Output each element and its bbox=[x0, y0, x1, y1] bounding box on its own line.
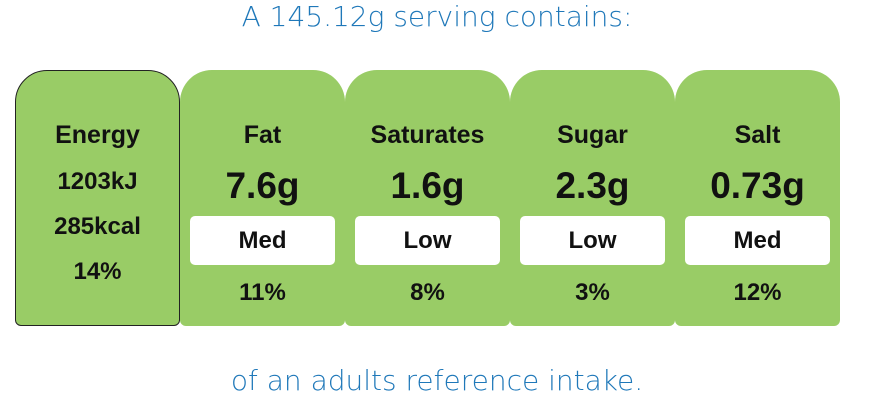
nutrient-level: Med bbox=[238, 227, 287, 254]
nutrient-percent: 11% bbox=[239, 279, 286, 306]
energy-cell: Energy 1203kJ 285kcal 14% bbox=[15, 70, 180, 326]
footer: of an adults reference intake. bbox=[230, 364, 644, 397]
nutrient-level: Low bbox=[403, 227, 452, 254]
nutrient-name: Saturates bbox=[370, 121, 485, 149]
nutrient-percent: 12% bbox=[733, 279, 782, 306]
nutrient-cell: Fat 7.6g Med 11% bbox=[180, 70, 345, 326]
nutrient-percent: 3% bbox=[575, 279, 610, 306]
nutrient-cell: Salt 0.73g Med 12% bbox=[675, 70, 840, 326]
level-badge: Low bbox=[355, 216, 500, 265]
nutrient-amount: 7.6g bbox=[225, 165, 300, 206]
energy-label: Energy bbox=[55, 121, 140, 149]
energy-value: 285kcal bbox=[54, 213, 141, 240]
nutrient-cell: Saturates 1.6g Low 8% bbox=[345, 70, 510, 326]
title: A 145.12g serving contains: bbox=[241, 0, 633, 33]
nutrient-level: Low bbox=[568, 227, 617, 254]
nutrient-name: Fat bbox=[243, 121, 282, 149]
level-badge: Low bbox=[520, 216, 665, 265]
energy-value: 14% bbox=[73, 258, 122, 285]
nutrient-name: Salt bbox=[734, 121, 781, 149]
nutrient-level: Med bbox=[733, 227, 782, 254]
nutrient-amount: 1.6g bbox=[390, 165, 465, 206]
nutrient-percent: 8% bbox=[410, 279, 445, 306]
level-badge: Med bbox=[190, 216, 335, 265]
nutrient-cell: Sugar 2.3g Low 3% bbox=[510, 70, 675, 326]
nutrient-name: Sugar bbox=[557, 121, 628, 149]
nutrient-amount: 2.3g bbox=[555, 165, 630, 206]
nutrient-amount: 0.73g bbox=[710, 165, 805, 206]
energy-value: 1203kJ bbox=[57, 168, 138, 195]
level-badge: Med bbox=[685, 216, 830, 265]
